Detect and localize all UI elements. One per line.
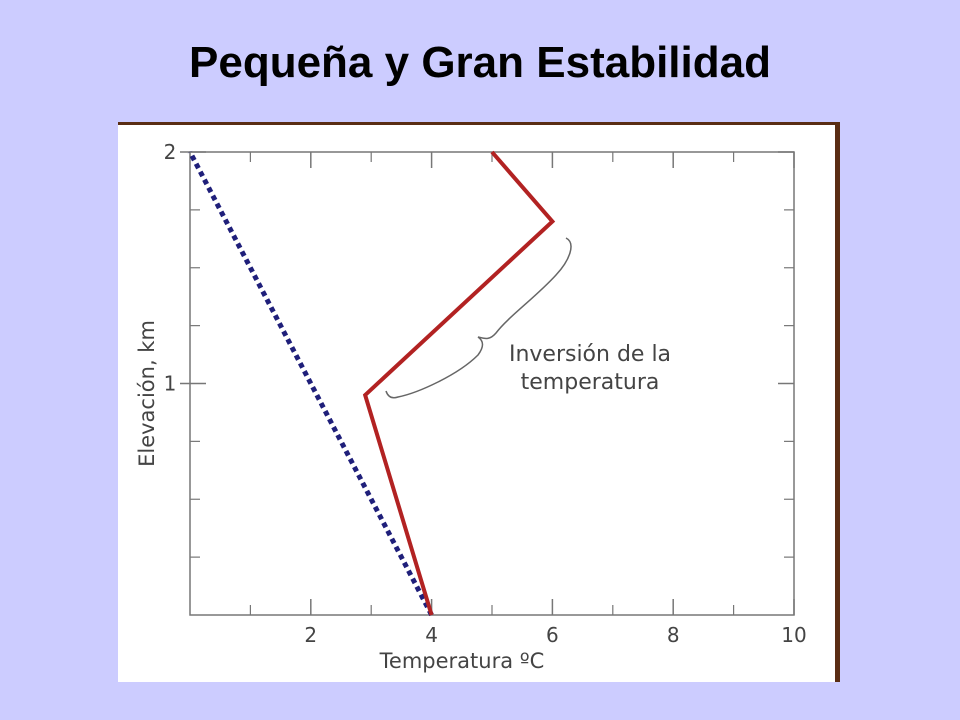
x-tick-label: 4 <box>425 623 438 647</box>
x-tick-label: 6 <box>546 623 559 647</box>
y-axis-label: Elevación, km <box>135 320 159 467</box>
y-tick-label: 1 <box>164 372 177 396</box>
annotation-line1: Inversión de la <box>509 342 671 367</box>
x-axis-label: Temperatura ºC <box>379 649 545 673</box>
annotation-brace <box>385 237 572 399</box>
chart-annotation: Inversión de la temperatura <box>385 237 671 399</box>
chart-frame: 2 4 6 8 10 1 2 Temperatura ºC Elevación, km Inve… <box>118 122 840 682</box>
annotation-line2: temperatura <box>521 370 660 395</box>
chart-series <box>187 150 556 617</box>
slide-title: Pequeña y Gran Estabilidad <box>189 38 771 87</box>
series-dotted-line <box>187 150 434 617</box>
x-tick-label: 2 <box>304 623 317 647</box>
y-tick-label: 2 <box>164 140 177 164</box>
series-inversion-line <box>362 150 556 616</box>
x-tick-label: 8 <box>667 623 680 647</box>
x-tick-label: 10 <box>781 623 806 647</box>
plot-box <box>189 151 795 616</box>
